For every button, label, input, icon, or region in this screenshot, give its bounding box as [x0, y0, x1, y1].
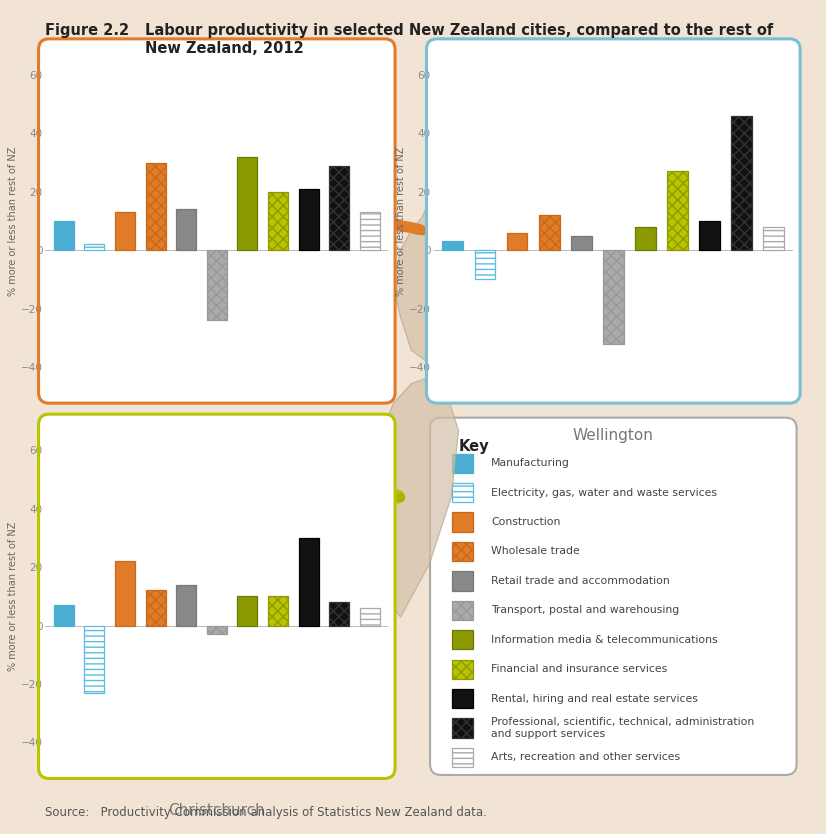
- Bar: [54, 221, 74, 250]
- Bar: [635, 227, 656, 250]
- Text: Financial and insurance services: Financial and insurance services: [491, 664, 667, 674]
- FancyBboxPatch shape: [452, 483, 473, 502]
- Bar: [667, 172, 688, 250]
- Polygon shape: [393, 163, 495, 364]
- Bar: [84, 244, 104, 250]
- Bar: [443, 242, 463, 250]
- Bar: [268, 192, 288, 250]
- Bar: [360, 608, 380, 626]
- Bar: [268, 596, 288, 626]
- Bar: [330, 166, 349, 250]
- Bar: [176, 209, 196, 250]
- Text: Manufacturing: Manufacturing: [491, 458, 570, 468]
- Text: Auckland: Auckland: [182, 428, 252, 443]
- Bar: [115, 213, 135, 250]
- Bar: [299, 189, 319, 250]
- Text: Construction: Construction: [491, 517, 561, 527]
- Bar: [506, 233, 528, 250]
- Bar: [238, 596, 258, 626]
- Y-axis label: % more or less than rest of NZ: % more or less than rest of NZ: [396, 146, 406, 296]
- Bar: [360, 213, 380, 250]
- Text: Wellington: Wellington: [573, 428, 653, 443]
- Text: Figure 2.2: Figure 2.2: [45, 23, 130, 38]
- Text: Source:   Productivity Commission analysis of Statistics New Zealand data.: Source: Productivity Commission analysis…: [45, 806, 487, 819]
- Text: Professional, scientific, technical, administration
and support services: Professional, scientific, technical, adm…: [491, 717, 754, 739]
- Text: Key: Key: [458, 439, 490, 454]
- Bar: [145, 590, 165, 626]
- Bar: [731, 116, 752, 250]
- FancyBboxPatch shape: [426, 39, 800, 403]
- FancyBboxPatch shape: [452, 571, 473, 590]
- Bar: [330, 602, 349, 626]
- FancyBboxPatch shape: [452, 542, 473, 561]
- Y-axis label: % more or less than rest of NZ: % more or less than rest of NZ: [8, 146, 18, 296]
- Text: Wholesale trade: Wholesale trade: [491, 546, 580, 556]
- Text: Christchurch: Christchurch: [169, 803, 265, 818]
- Bar: [145, 163, 165, 250]
- Text: Labour productivity in selected New Zealand cities, compared to the rest of
New : Labour productivity in selected New Zeal…: [145, 23, 773, 56]
- Text: Electricity, gas, water and waste services: Electricity, gas, water and waste servic…: [491, 488, 717, 498]
- Bar: [115, 561, 135, 626]
- Y-axis label: % more or less than rest of NZ: % more or less than rest of NZ: [8, 521, 18, 671]
- Bar: [539, 215, 559, 250]
- FancyBboxPatch shape: [39, 39, 395, 403]
- FancyBboxPatch shape: [452, 660, 473, 679]
- Text: Rental, hiring and real estate services: Rental, hiring and real estate services: [491, 694, 698, 704]
- Text: Transport, postal and warehousing: Transport, postal and warehousing: [491, 605, 680, 615]
- Text: Retail trade and accommodation: Retail trade and accommodation: [491, 576, 670, 586]
- Bar: [176, 585, 196, 626]
- FancyBboxPatch shape: [452, 512, 473, 532]
- Text: Arts, recreation and other services: Arts, recreation and other services: [491, 752, 681, 762]
- Bar: [475, 250, 496, 279]
- Bar: [206, 626, 227, 634]
- Bar: [84, 626, 104, 692]
- Bar: [603, 250, 624, 344]
- Text: Information media & telecommunications: Information media & telecommunications: [491, 635, 718, 645]
- Bar: [238, 157, 258, 250]
- FancyBboxPatch shape: [39, 414, 395, 778]
- Bar: [571, 236, 591, 250]
- Bar: [206, 250, 227, 320]
- Bar: [54, 605, 74, 626]
- FancyBboxPatch shape: [452, 748, 473, 767]
- Bar: [763, 227, 784, 250]
- FancyBboxPatch shape: [452, 689, 473, 708]
- FancyBboxPatch shape: [452, 631, 473, 650]
- FancyBboxPatch shape: [430, 418, 796, 775]
- FancyBboxPatch shape: [452, 600, 473, 620]
- Bar: [699, 221, 720, 250]
- Polygon shape: [364, 377, 458, 617]
- FancyBboxPatch shape: [452, 454, 473, 473]
- Bar: [299, 538, 319, 626]
- FancyBboxPatch shape: [452, 718, 473, 737]
